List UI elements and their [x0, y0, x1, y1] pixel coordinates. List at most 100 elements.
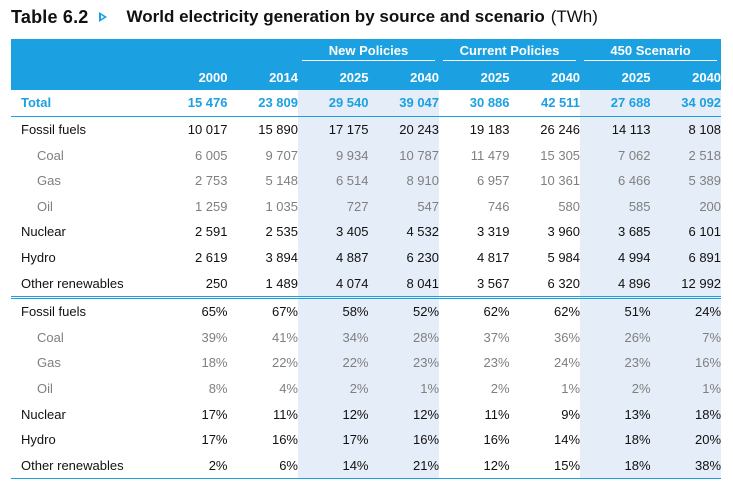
table-cell: 26 246 [540, 122, 581, 138]
table-cell: 34% [298, 324, 369, 351]
table-cell: 29 540 [298, 90, 369, 117]
table-cell: 24% [650, 297, 722, 325]
table-cell: 3 405 [298, 219, 369, 245]
table-cell: 7 062 [580, 142, 651, 168]
table-cell: 67% [271, 304, 298, 320]
table-cell: 5 389 [650, 167, 722, 194]
group-header-current-policies: Current Policies [439, 39, 581, 65]
table-cell: 1% [368, 375, 440, 402]
table-cell: 580 [558, 198, 581, 214]
table-cell: 746 [487, 198, 510, 214]
table-row: Nuclear 17% 11% 12% 12% 11% 9% 13% 18% [11, 401, 722, 427]
triangle-arrow-icon [98, 12, 107, 22]
table-cell: 65% [201, 304, 228, 320]
table-cell: 22% [298, 350, 369, 376]
table-cell: 2 591 [194, 224, 228, 240]
table-cell: 8 041 [368, 270, 440, 299]
year-header: 2040 [509, 64, 581, 91]
table-cell: 14% [554, 432, 581, 448]
table-cell: 38% [650, 452, 722, 480]
table-row: Oil 8% 4% 2% 1% 2% 1% 2% 1% [11, 375, 722, 402]
table-cell: 14 113 [580, 116, 651, 143]
table-cell: 16% [271, 432, 298, 448]
table-cell: 4 532 [368, 219, 440, 245]
table-cell: 6 891 [650, 244, 722, 271]
table-cell: 1% [561, 381, 581, 397]
table-cell: 8% [208, 381, 228, 397]
table-cell: 12% [439, 452, 510, 480]
row-label: Fossil fuels [21, 304, 87, 320]
header-year-row: 2000 2014 2025 2040 2025 2040 2025 2040 [11, 64, 722, 91]
table-cell: 36% [554, 329, 581, 345]
table-cell: 58% [298, 297, 369, 325]
table-cell: 21% [368, 452, 440, 480]
table-cell: 2 535 [265, 224, 298, 240]
table-cell: 24% [554, 355, 581, 371]
table-row: Hydro 17% 16% 17% 16% 16% 14% 18% 20% [11, 426, 722, 453]
row-label: Coal [37, 329, 64, 345]
table-cell: 5 148 [265, 173, 298, 189]
table-cell: 4 896 [580, 270, 651, 299]
table-cell: 62% [554, 304, 581, 320]
row-label: Other renewables [11, 452, 157, 480]
table-cell: 16% [650, 350, 722, 376]
group-header-new-policies: New Policies [298, 39, 440, 65]
table-unit: (TWh) [550, 7, 598, 26]
row-label: Hydro [21, 250, 56, 266]
table-cell: 18% [201, 355, 228, 371]
table-cell: 585 [580, 193, 651, 220]
table-cell: 20% [650, 426, 722, 453]
year-header: 2040 [368, 64, 440, 91]
table-cell: 15 305 [540, 147, 581, 163]
row-label: Coal [37, 147, 64, 163]
table-cell: 16% [483, 432, 510, 448]
row-label: Hydro [21, 432, 56, 448]
table-cell: 19 183 [469, 122, 510, 138]
table-cell: 10 361 [540, 173, 581, 189]
table-cell: 18% [650, 401, 722, 427]
table-cell: 3 894 [265, 250, 298, 266]
table-cell: 23% [483, 355, 510, 371]
table-cell: 17% [201, 432, 228, 448]
table-cell: 6 466 [580, 167, 651, 194]
row-label: Oil [37, 381, 53, 397]
table-cell: 51% [580, 297, 651, 325]
row-label: Total [11, 90, 157, 117]
table-cell: 26% [580, 324, 651, 351]
year-header: 2025 [439, 64, 510, 91]
year-header: 2000 [157, 64, 228, 91]
table-cell: 8 108 [650, 116, 722, 143]
table-row: Oil 1 259 1 035 727 547 746 580 585 200 [11, 193, 722, 220]
table-cell: 52% [368, 297, 440, 325]
table-cell: 547 [368, 193, 440, 220]
table-cell: 2% [490, 381, 510, 397]
table-cell: 23% [580, 350, 651, 376]
year-header: 2025 [298, 64, 369, 91]
table-cell: 6 957 [476, 173, 510, 189]
row-label: Nuclear [21, 224, 66, 240]
table-cell: 727 [298, 193, 369, 220]
table-cell: 22% [271, 355, 298, 371]
table-cell: 37% [483, 329, 510, 345]
table-cell: 17% [298, 426, 369, 453]
table-cell: 250 [157, 270, 228, 299]
table-cell: 23% [368, 350, 440, 376]
table-row: Total 15 476 23 809 29 540 39 047 30 886 42 51… [11, 90, 722, 117]
table-cell: 16% [368, 426, 440, 453]
table-cell: 5 984 [547, 250, 581, 266]
table-cell: 9 707 [265, 147, 298, 163]
table-row: Fossil fuels 10 017 15 890 17 175 20 243 19 1… [11, 116, 722, 143]
table-row: Coal 39% 41% 34% 28% 37% 36% 26% 7% [11, 324, 722, 351]
header-group-row: New Policies Current Policies 450 Scenar… [11, 39, 722, 65]
table-cell: 3 960 [547, 224, 581, 240]
year-header: 2025 [580, 64, 651, 91]
table-cell: 7% [650, 324, 722, 351]
table-cell: 39% [201, 329, 228, 345]
table-row: Nuclear 2 591 2 535 3 405 4 532 3 319 3 960 3 6… [11, 219, 722, 245]
table-cell: 4 994 [580, 244, 651, 271]
table-cell: 42 511 [509, 90, 581, 117]
table-cell: 8 910 [368, 167, 440, 194]
table-cell: 3 567 [439, 270, 510, 299]
table-cell: 3 685 [580, 219, 651, 245]
table-cell: 30 886 [439, 90, 510, 117]
